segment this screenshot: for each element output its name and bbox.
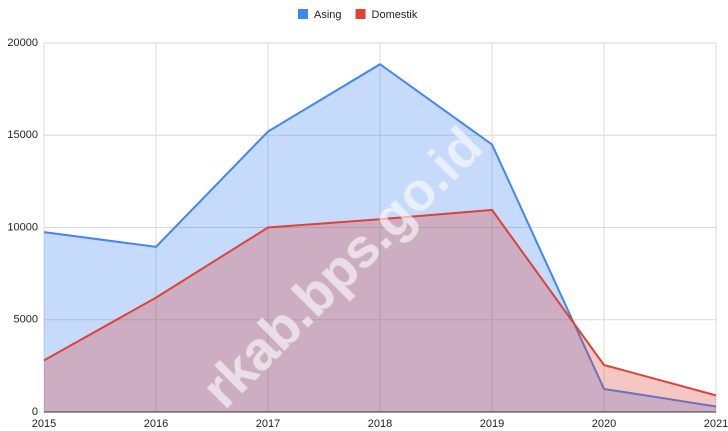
legend-label: Domestik [372,9,418,21]
x-tick-label: 2016 [144,418,168,430]
area-line [43,208,717,397]
y-tick-label: 20000 [7,37,38,49]
legend-swatch [298,9,308,19]
x-tick-label: 2021 [704,418,728,430]
y-tick-label: 10000 [7,221,38,233]
y-tick-label: 5000 [14,314,38,326]
x-tick-label: 2020 [592,418,616,430]
plot-area: 0 5000 10000 15000 20000 2015 2016 2017 2018 2019… [7,37,728,430]
x-tick-label: 2017 [256,418,280,430]
x-tick-label: 2018 [368,418,392,430]
x-tick-label: 2019 [480,418,504,430]
legend-swatch [355,9,366,19]
y-tick-label: 15000 [7,129,38,141]
area-fill [44,209,716,412]
x-tick-label: 2015 [32,418,56,430]
area-line [43,63,717,408]
legend-label: Asing [314,9,342,21]
legend: Asing Domestik [298,9,418,21]
y-tick-label: 0 [32,406,38,418]
area-fill [44,64,716,412]
